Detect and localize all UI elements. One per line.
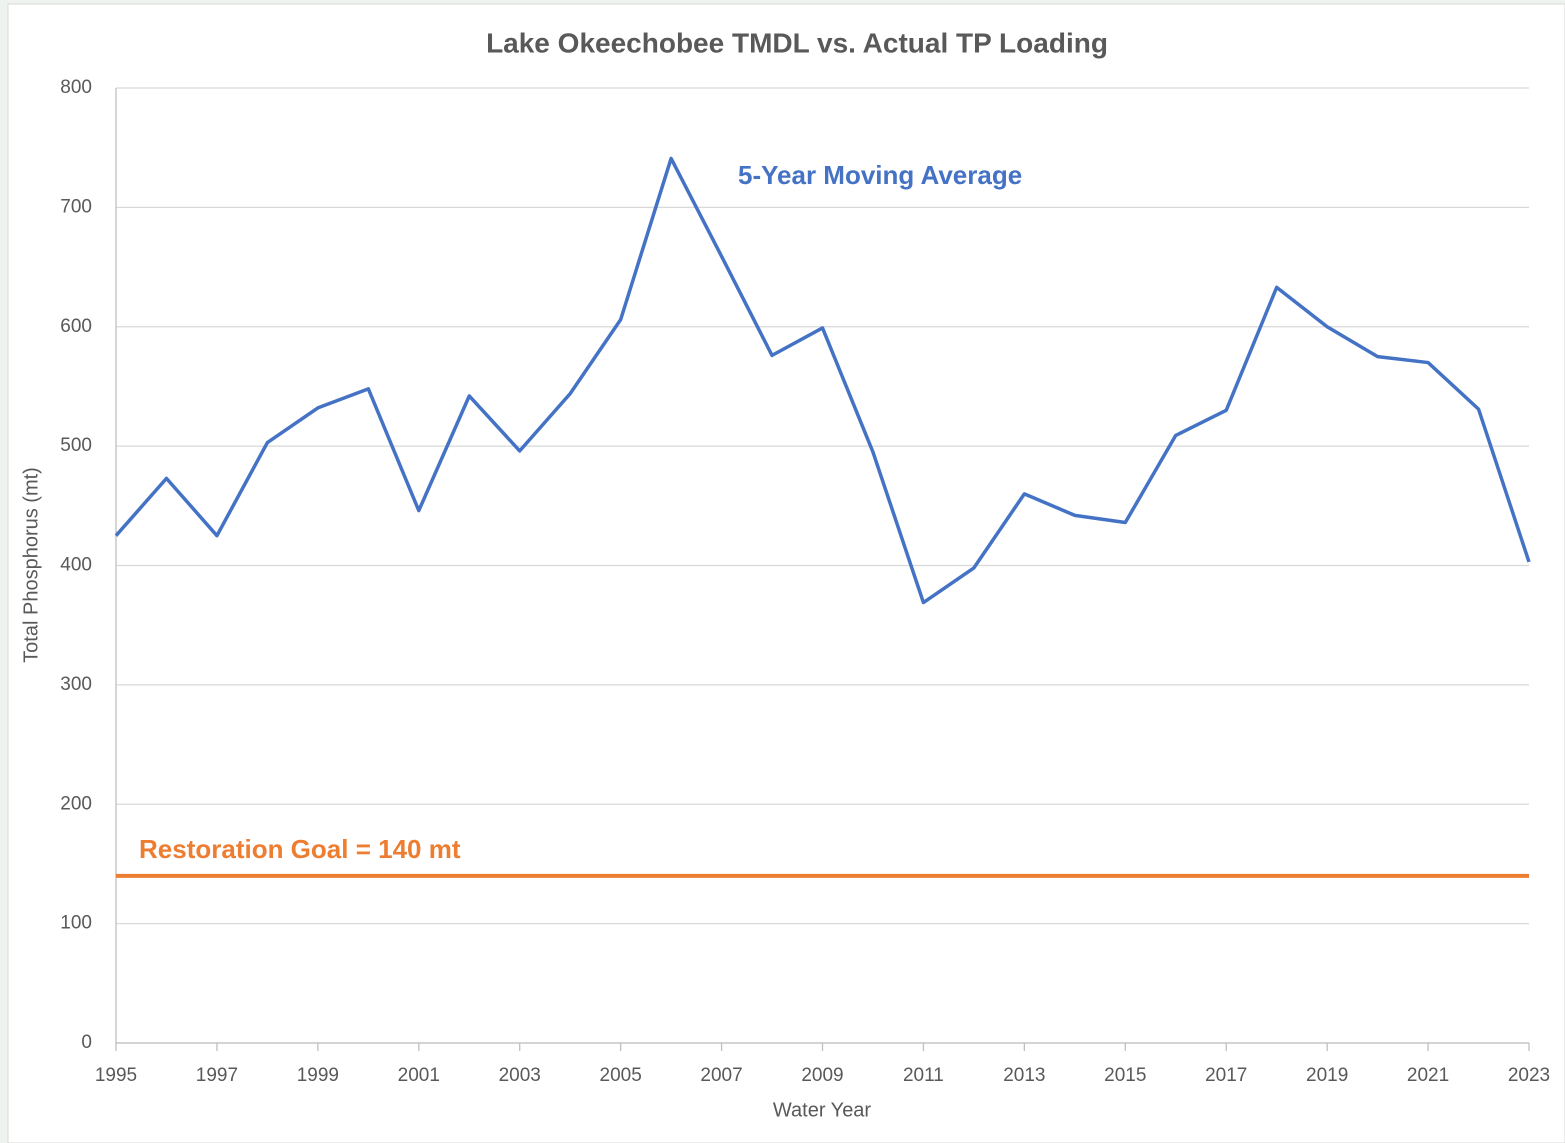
y-tick-label: 800 [60,77,92,98]
y-tick-label: 300 [60,674,92,695]
x-tick-label: 2019 [1306,1065,1348,1086]
x-tick-label: 2001 [398,1065,440,1086]
y-tick-label: 700 [60,196,92,217]
y-tick-label: 200 [60,793,92,814]
x-tick-label: 1995 [95,1065,137,1086]
y-tick-label: 500 [60,435,92,456]
x-tick-label: 2021 [1407,1065,1449,1086]
x-axis-title: Water Year [773,1099,872,1121]
x-tick-label: 2011 [903,1065,944,1086]
y-tick-label: 0 [81,1032,92,1053]
y-tick-label: 100 [60,913,92,934]
x-tick-label: 2003 [499,1065,541,1086]
x-tick-label: 1999 [297,1065,339,1086]
x-tick-label: 1997 [196,1065,238,1086]
y-axis-title: Total Phosphorus (mt) [20,467,42,663]
x-tick-label: 2015 [1104,1065,1146,1086]
chart-title: Lake Okeechobee TMDL vs. Actual TP Loadi… [486,27,1108,58]
y-tick-label: 400 [60,555,92,576]
x-tick-label: 2009 [801,1065,843,1086]
x-tick-label: 2023 [1508,1065,1550,1086]
x-tick-label: 2005 [600,1065,642,1086]
series-label: 5-Year Moving Average [738,160,1022,190]
data-line [114,156,1531,605]
x-tick-label: 2007 [700,1065,742,1086]
x-tick-label: 2017 [1205,1065,1247,1086]
chart-background [7,3,1565,1143]
reference-label: Restoration Goal = 140 mt [139,834,461,864]
y-tick-label: 600 [60,316,92,337]
x-tick-label: 2013 [1003,1065,1045,1086]
